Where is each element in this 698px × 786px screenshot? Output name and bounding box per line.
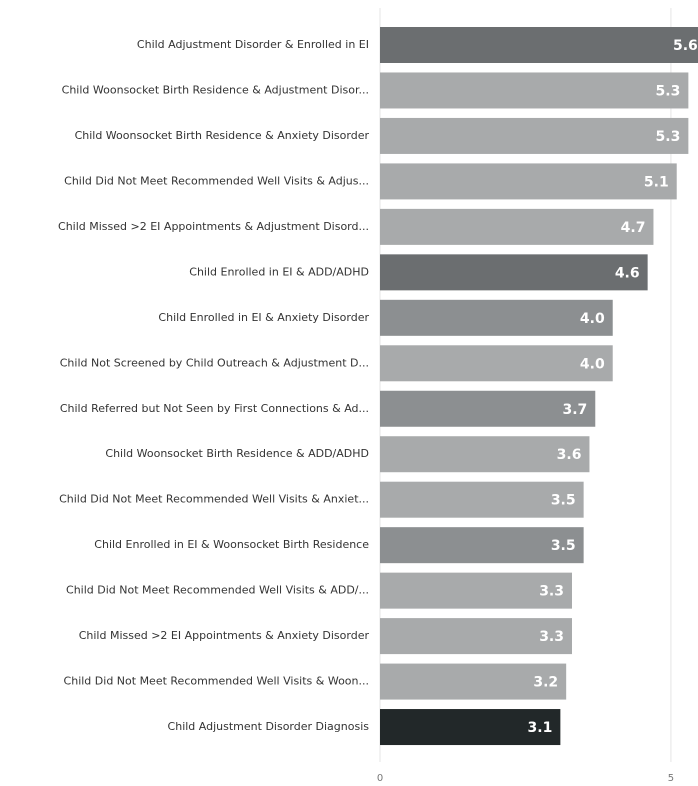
value-label: 5.3 — [656, 129, 681, 145]
bar — [380, 527, 584, 564]
bar — [380, 254, 648, 291]
y-tick-label: Child Woonsocket Birth Residence & Adjus… — [62, 83, 369, 96]
y-tick-label: Child Adjustment Disorder Diagnosis — [168, 720, 370, 733]
value-label: 5.3 — [656, 83, 681, 99]
value-label: 3.3 — [539, 629, 564, 645]
value-label: 5.6 — [673, 38, 698, 54]
y-tick-label: Child Enrolled in EI & ADD/ADHD — [189, 265, 369, 278]
value-label: 3.3 — [539, 584, 564, 600]
bar — [380, 436, 590, 473]
y-tick-label: Child Did Not Meet Recommended Well Visi… — [64, 174, 369, 187]
y-tick-label: Child Missed >2 EI Appointments & Adjust… — [58, 220, 369, 233]
value-label: 4.0 — [580, 356, 605, 372]
y-tick-label: Child Did Not Meet Recommended Well Visi… — [66, 584, 369, 597]
x-tick-label: 0 — [377, 773, 383, 784]
y-tick-label: Child Did Not Meet Recommended Well Visi… — [59, 493, 369, 506]
y-tick-label: Child Did Not Meet Recommended Well Visi… — [64, 675, 369, 688]
y-tick-label: Child Enrolled in EI & Anxiety Disorder — [158, 311, 369, 324]
bar — [380, 299, 613, 336]
value-label: 3.5 — [551, 493, 576, 509]
bar — [380, 572, 572, 609]
y-tick-label: Child Adjustment Disorder & Enrolled in … — [137, 38, 369, 51]
bar — [380, 618, 572, 655]
bar — [380, 709, 561, 746]
bar — [380, 390, 596, 427]
bar — [380, 208, 654, 245]
bar — [380, 27, 698, 63]
value-label: 4.6 — [615, 265, 640, 281]
value-label: 3.7 — [562, 402, 587, 418]
bar — [380, 163, 677, 200]
value-label: 5.1 — [644, 174, 669, 190]
value-label: 3.1 — [528, 720, 553, 736]
value-label: 3.5 — [551, 538, 576, 554]
bar — [380, 72, 689, 109]
y-tick-label: Child Referred but Not Seen by First Con… — [60, 402, 369, 415]
value-label: 4.7 — [621, 220, 646, 236]
bar — [380, 481, 584, 518]
value-label: 3.6 — [557, 447, 582, 463]
value-label: 3.2 — [533, 675, 558, 691]
bar — [380, 663, 567, 700]
y-tick-label: Child Woonsocket Birth Residence & ADD/A… — [105, 447, 369, 460]
y-tick-label: Child Missed >2 EI Appointments & Anxiet… — [79, 629, 370, 642]
value-label: 4.0 — [580, 311, 605, 327]
y-tick-label: Child Not Screened by Child Outreach & A… — [60, 356, 369, 369]
y-tick-label: Child Enrolled in EI & Woonsocket Birth … — [94, 538, 369, 551]
y-tick-label: Child Woonsocket Birth Residence & Anxie… — [75, 129, 370, 142]
bar — [380, 117, 689, 154]
x-tick-label: 5 — [668, 773, 674, 784]
bar — [380, 345, 613, 382]
